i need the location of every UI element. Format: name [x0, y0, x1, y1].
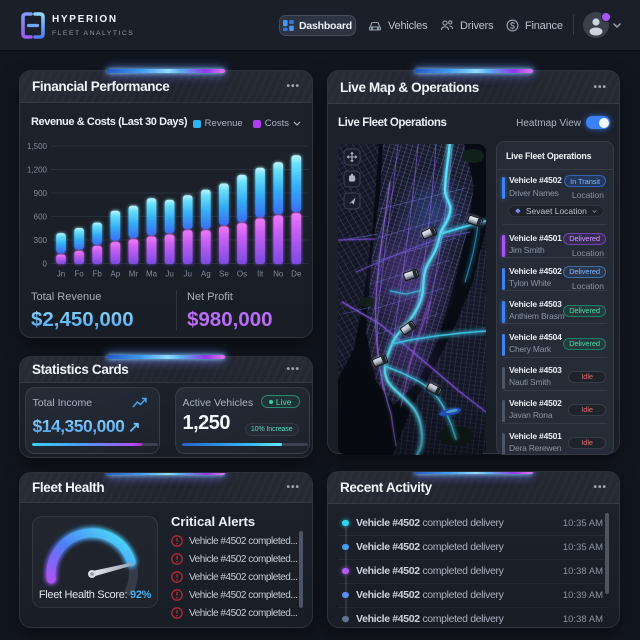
svg-text:1,200: 1,200: [27, 166, 48, 175]
svg-text:Fb: Fb: [93, 270, 103, 279]
svg-text:Ju: Ju: [183, 270, 191, 279]
svg-text:0: 0: [43, 260, 48, 269]
svg-text:Os: Os: [237, 270, 247, 279]
svg-text:Jn: Jn: [57, 270, 65, 279]
svg-text:300: 300: [34, 236, 48, 245]
svg-text:900: 900: [34, 189, 48, 198]
svg-text:Ag: Ag: [201, 270, 211, 279]
svg-text:Mr: Mr: [129, 270, 139, 279]
svg-text:Se: Se: [219, 270, 229, 279]
svg-text:Ilt: Ilt: [257, 270, 264, 279]
svg-text:De: De: [291, 270, 302, 279]
svg-text:600: 600: [34, 213, 48, 222]
svg-text:1,500: 1,500: [27, 142, 48, 151]
svg-text:Ap: Ap: [110, 270, 120, 279]
svg-text:Fo: Fo: [74, 270, 84, 279]
svg-text:No: No: [273, 270, 284, 279]
svg-text:Ma: Ma: [146, 270, 158, 279]
svg-text:Ju: Ju: [165, 270, 173, 279]
